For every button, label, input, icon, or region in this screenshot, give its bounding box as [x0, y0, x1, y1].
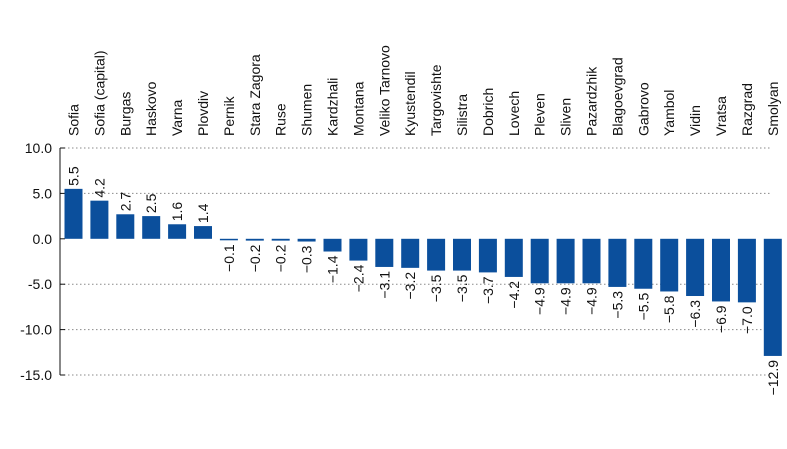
bar: [763, 238, 782, 356]
category-label: Sliven: [558, 98, 574, 136]
category-label: Sofia (capital): [91, 50, 107, 136]
category-label: Stara Zagora: [247, 54, 263, 136]
category-label: Haskovo: [143, 81, 159, 136]
category-label: Pernik: [221, 95, 237, 136]
value-label: −4.9: [584, 287, 600, 315]
value-label: −5.8: [661, 295, 677, 323]
value-label: −7.0: [739, 306, 755, 334]
category-label: Vidin: [687, 105, 703, 136]
value-label: −4.9: [558, 287, 574, 315]
category-label: Blagoevgrad: [609, 57, 625, 136]
category-label: Pleven: [532, 93, 548, 136]
y-tick-label: -5.0: [28, 276, 52, 292]
bar: [168, 224, 187, 239]
bar: [427, 238, 446, 271]
value-label: 2.7: [117, 192, 133, 212]
value-label: −6.9: [713, 305, 729, 333]
bar: [64, 188, 83, 239]
value-label: 1.4: [195, 203, 211, 223]
bar: [686, 238, 705, 297]
value-label: −2.4: [350, 264, 366, 292]
value-label: −6.3: [687, 300, 703, 328]
bar: [401, 238, 420, 268]
value-label: −1.4: [325, 255, 341, 283]
bar: [219, 238, 238, 241]
bar: [194, 226, 212, 239]
category-label: Kyustendil: [402, 71, 418, 136]
value-label: 2.5: [143, 193, 159, 213]
value-label: −3.5: [454, 274, 470, 302]
bar: [245, 238, 264, 241]
value-label: −3.2: [402, 272, 418, 300]
value-label: −5.5: [635, 293, 651, 321]
category-label: Plovdiv: [195, 91, 211, 136]
bar: [737, 238, 756, 303]
category-label: Pazardzhik: [584, 66, 600, 136]
bar: [478, 238, 497, 273]
bar: [582, 238, 601, 284]
bar: [271, 238, 290, 241]
bar: [142, 216, 161, 239]
value-label: 4.2: [91, 178, 107, 198]
category-label: Gabrovo: [635, 82, 651, 136]
category-label: Montana: [350, 81, 366, 136]
value-label: −4.2: [506, 281, 522, 309]
category-label: Ruse: [273, 103, 289, 136]
bar: [453, 238, 471, 271]
category-label: Targovishte: [428, 64, 444, 136]
bar: [116, 214, 135, 239]
value-label: −3.1: [376, 271, 392, 299]
y-tick-label: 10.0: [25, 140, 52, 156]
category-label: Silistra: [454, 94, 470, 136]
bar: [297, 238, 316, 242]
bar: [504, 238, 523, 277]
category-label: Dobrich: [480, 88, 496, 136]
category-label: Yambol: [661, 90, 677, 136]
value-label: −0.2: [247, 244, 263, 272]
bar: [634, 238, 653, 289]
bar: [608, 238, 627, 287]
category-label: Veliko Tarnovo: [376, 45, 392, 136]
bar: [323, 238, 342, 252]
value-label: −0.1: [221, 244, 237, 272]
y-tick-label: -10.0: [20, 322, 52, 338]
bar: [530, 238, 549, 284]
category-label: Shumen: [299, 84, 315, 136]
category-label: Razgrad: [739, 83, 755, 136]
category-label: Vratsa: [713, 96, 729, 136]
category-label: Lovech: [506, 91, 522, 136]
category-label: Burgas: [117, 92, 133, 136]
value-label: −3.5: [428, 274, 444, 302]
bar: [556, 238, 575, 284]
y-tick-label: -15.0: [20, 367, 52, 383]
value-label: −0.3: [299, 245, 315, 273]
category-label: Kardzhali: [325, 78, 341, 136]
category-label: Varna: [169, 99, 185, 136]
value-label: −0.2: [273, 244, 289, 272]
bar: [712, 238, 730, 302]
value-label: −5.3: [609, 291, 625, 319]
value-label: 1.6: [169, 202, 185, 222]
bar: [375, 238, 394, 267]
value-label: −12.9: [765, 360, 781, 396]
value-label: −4.9: [532, 287, 548, 315]
value-label: −3.7: [480, 276, 496, 304]
category-label: Sofia: [66, 104, 82, 136]
bar: [660, 238, 679, 292]
y-tick-label: 5.0: [33, 185, 53, 201]
y-tick-label: 0.0: [33, 231, 53, 247]
bar: [349, 238, 368, 261]
category-label: Smolyan: [765, 82, 781, 136]
value-label: 5.5: [66, 166, 82, 186]
bar: [90, 200, 109, 239]
